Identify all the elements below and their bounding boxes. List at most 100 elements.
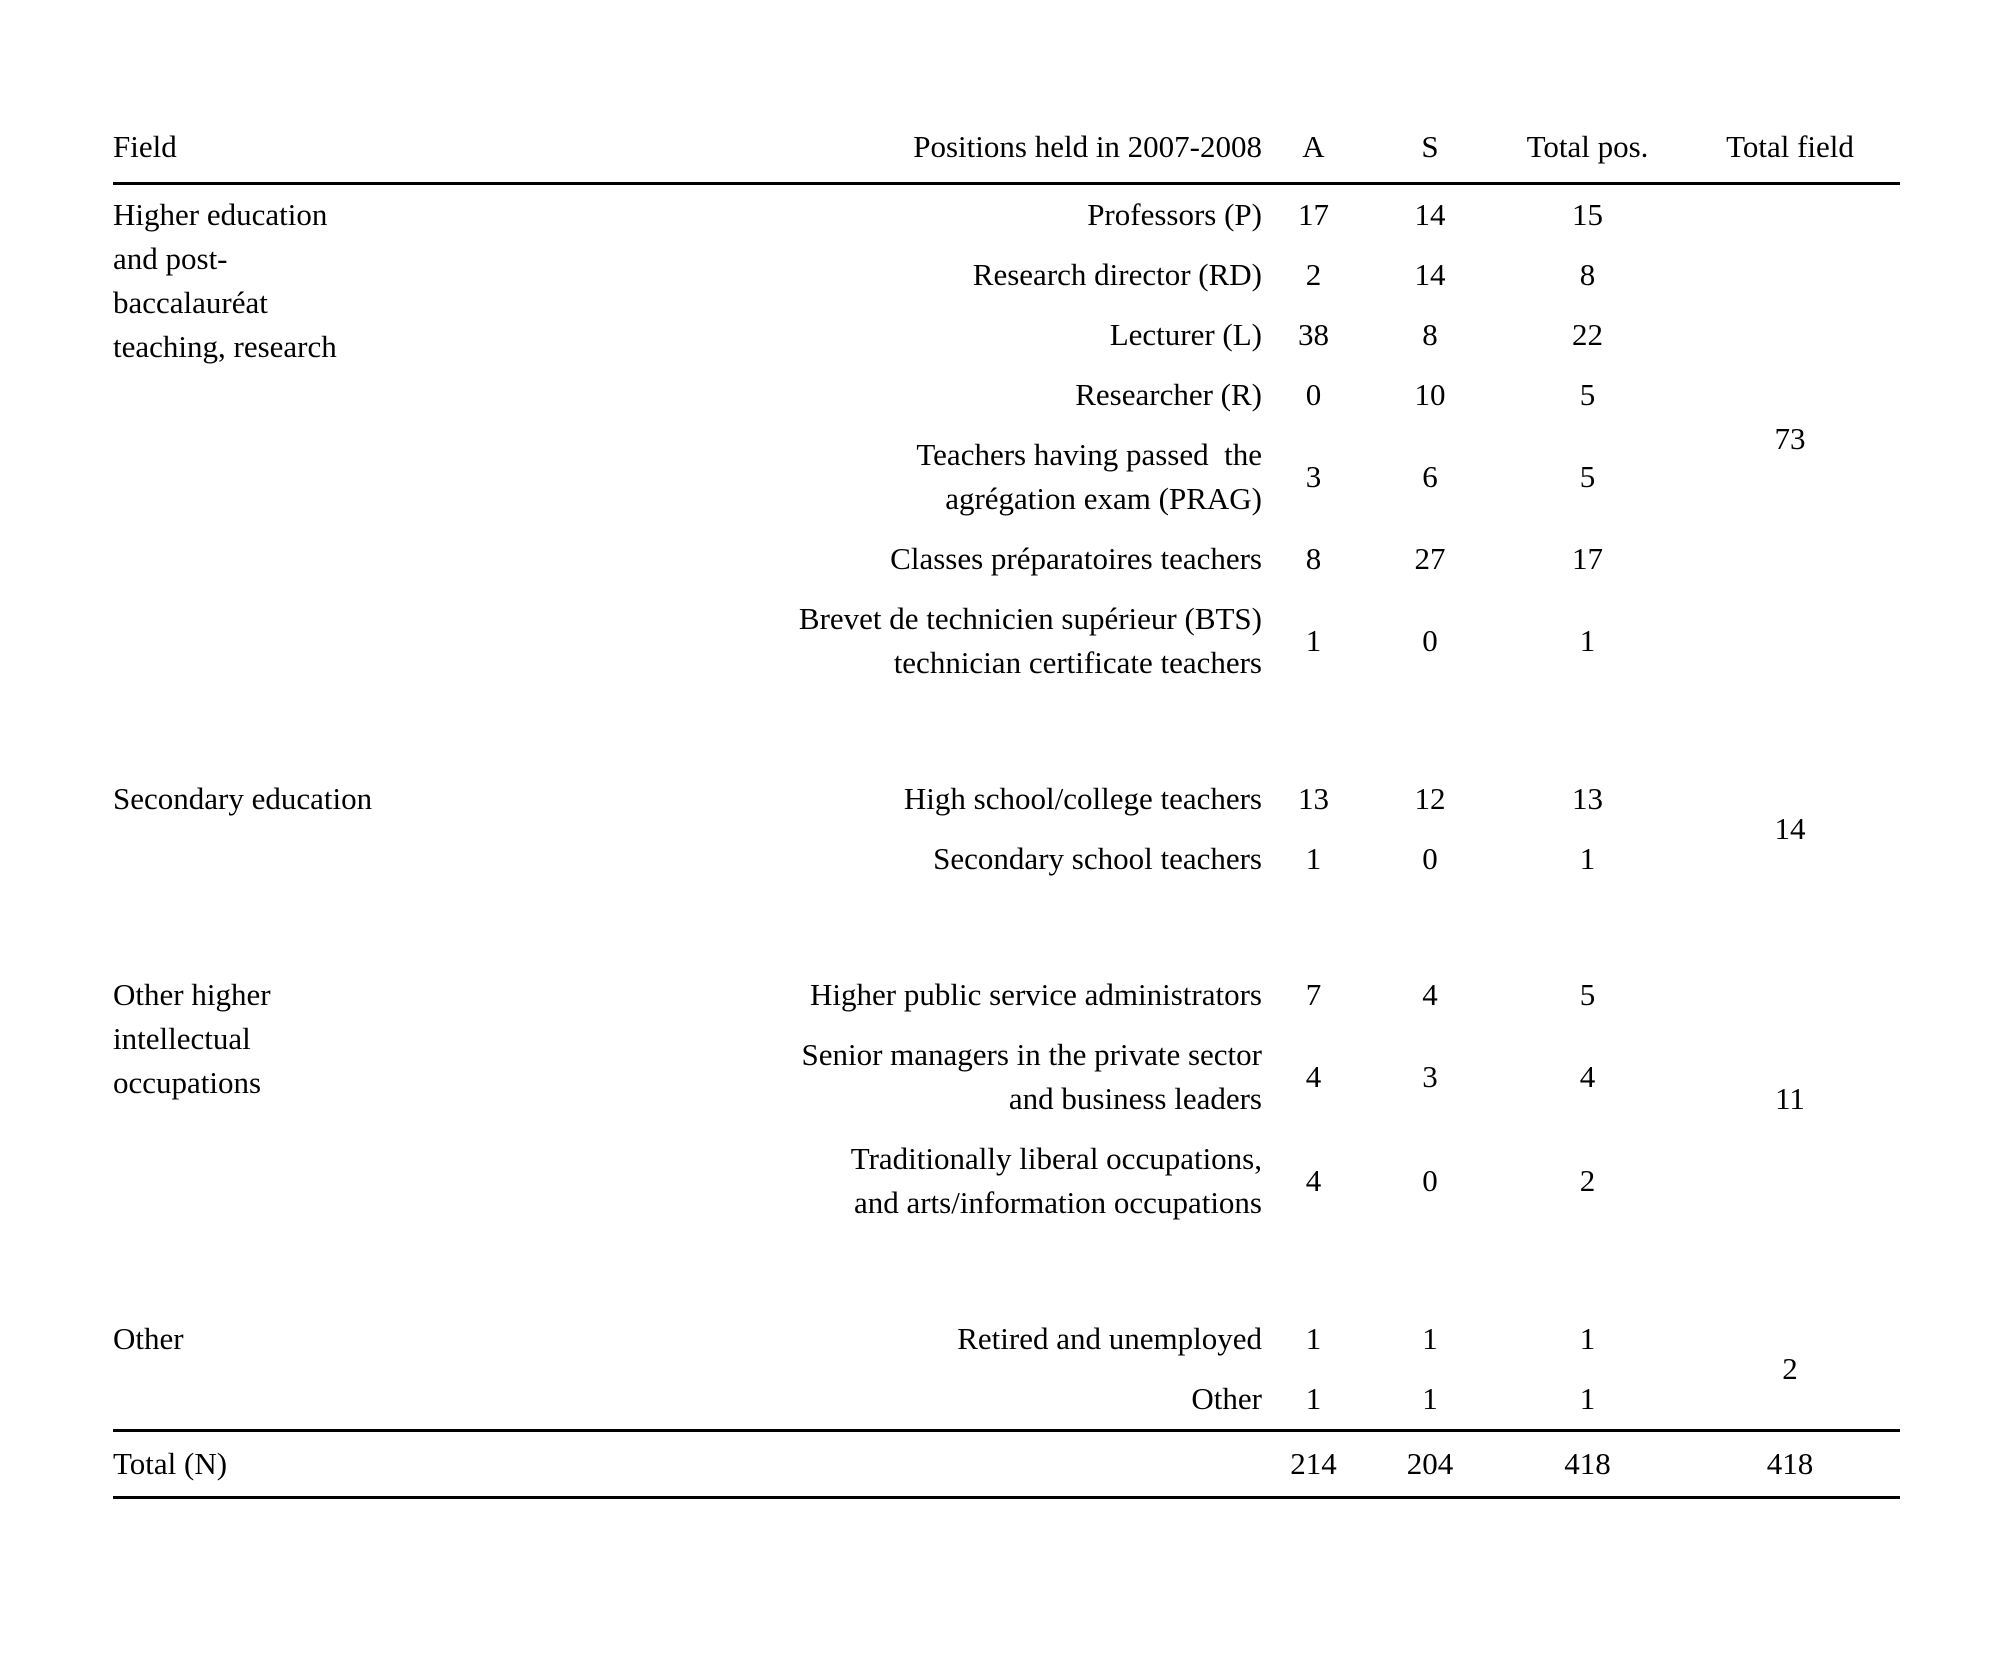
table-row: Senior managers in the private sector an…	[113, 1025, 1900, 1129]
s-value-cell: 14	[1414, 257, 1446, 292]
position-cell: Secondary school teachers	[933, 841, 1262, 876]
s-value-cell: 3	[1422, 1059, 1438, 1094]
header-total-field: Total field	[1680, 113, 1900, 185]
header-total-pos: Total pos.	[1495, 113, 1680, 185]
position-cell: Research director (RD)	[972, 257, 1262, 292]
total-total-field: 418	[1680, 1429, 1900, 1499]
header-positions: Positions held in 2007-2008	[540, 113, 1262, 185]
position-cell: Retired and unemployed	[957, 1321, 1262, 1356]
table-row: Brevet de technicien supérieur (BTS) tec…	[113, 589, 1900, 693]
s-value-cell: 12	[1414, 781, 1446, 816]
position-cell: High school/college teachers	[903, 781, 1262, 816]
total-pos-value-cell: 4	[1579, 1059, 1596, 1094]
position-cell: Traditionally liberal occupations, and a…	[850, 1141, 1262, 1220]
occupations-table: Field Positions held in 2007-2008 A S To…	[113, 113, 1900, 1499]
group-spacer-cell	[113, 1233, 1900, 1309]
a-value-cell: 1	[1305, 841, 1322, 876]
total-pos-value-cell: 17	[1572, 541, 1603, 576]
group-spacer	[113, 889, 1900, 965]
total-field-value-cell: 73	[1774, 421, 1806, 456]
table-header: Field Positions held in 2007-2008 A S To…	[113, 113, 1900, 185]
a-value-cell: 1	[1305, 623, 1322, 658]
a-value-cell: 7	[1305, 977, 1322, 1012]
field-cell: Other	[113, 1321, 184, 1356]
table-header-row: Field Positions held in 2007-2008 A S To…	[113, 113, 1900, 185]
total-pos-value-cell: 22	[1572, 317, 1603, 352]
s-value-cell: 8	[1422, 317, 1438, 352]
table-body: Higher education and post- baccalauréat …	[113, 184, 1900, 1431]
s-value-cell: 4	[1422, 977, 1438, 1012]
position-cell: Senior managers in the private sector an…	[801, 1037, 1262, 1116]
group-spacer	[113, 693, 1900, 769]
total-field-value-cell: 14	[1774, 811, 1806, 846]
field-cell: Higher education and post- baccalauréat …	[113, 197, 337, 364]
total-pos-value-cell: 5	[1579, 377, 1596, 412]
total-field-value-cell: 11	[1775, 1081, 1805, 1116]
total-pos-value-cell: 5	[1579, 977, 1596, 1012]
total-total-pos: 418	[1495, 1429, 1680, 1499]
a-value-cell: 0	[1305, 377, 1322, 412]
header-a: A	[1262, 113, 1365, 185]
position-cell: Professors (P)	[1087, 197, 1262, 232]
table-row: Researcher (R) 0 10 5	[113, 365, 1900, 425]
s-value-cell: 27	[1414, 541, 1446, 576]
position-cell: Classes préparatoires teachers	[890, 541, 1262, 576]
a-value-cell: 38	[1298, 317, 1329, 352]
table-row: Other Retired and unemployed 1 1 1 2	[113, 1309, 1900, 1386]
position-cell: Brevet de technicien supérieur (BTS) tec…	[798, 601, 1262, 680]
total-pos-value-cell: 1	[1579, 1381, 1596, 1416]
a-value-cell: 2	[1305, 257, 1322, 292]
total-pos-value-cell: 13	[1572, 781, 1603, 816]
a-value-cell: 13	[1298, 781, 1329, 816]
position-cell: Researcher (R)	[1075, 377, 1262, 412]
total-field-value-cell: 2	[1782, 1351, 1798, 1386]
total-pos-value-cell: 1	[1579, 623, 1596, 658]
a-value-cell: 1	[1305, 1321, 1322, 1356]
s-value-cell: 1	[1422, 1381, 1438, 1416]
s-value-cell: 6	[1422, 459, 1438, 494]
total-row: Total (N) 214 204 418 418	[113, 1429, 1900, 1499]
table-row: Teachers having passed the agrégation ex…	[113, 425, 1900, 529]
group-spacer-cell	[113, 693, 1900, 769]
field-cell: Other higher intellectual occupations	[113, 977, 271, 1100]
total-pos-value-cell: 5	[1579, 459, 1596, 494]
total-pos-value-cell: 8	[1579, 257, 1596, 292]
total-pos-value-cell: 2	[1579, 1163, 1596, 1198]
position-cell: Teachers having passed the agrégation ex…	[916, 437, 1262, 516]
total-pos-value-cell: 15	[1572, 197, 1603, 232]
total-a: 214	[1262, 1429, 1365, 1499]
a-value-cell: 17	[1298, 197, 1329, 232]
field-cell: Secondary education	[113, 781, 373, 816]
table-row: Secondary school teachers 1 0 1	[113, 829, 1900, 889]
total-label: Total (N)	[113, 1429, 1262, 1499]
total-pos-value-cell: 1	[1579, 1321, 1596, 1356]
table-row: Higher education and post- baccalauréat …	[113, 184, 1900, 456]
position-cell: Lecturer (L)	[1109, 317, 1262, 352]
table-row: Research director (RD) 2 14 8	[113, 245, 1900, 305]
a-value-cell: 1	[1305, 1381, 1322, 1416]
s-value-cell: 14	[1414, 197, 1446, 232]
total-s: 204	[1365, 1429, 1495, 1499]
table-row: Secondary education High school/college t…	[113, 769, 1900, 846]
header-field: Field	[113, 113, 540, 185]
a-value-cell: 4	[1305, 1059, 1322, 1094]
table-row: Classes préparatoires teachers 8 27 17	[113, 529, 1900, 589]
group-spacer-cell	[113, 889, 1900, 965]
table-row: Traditionally liberal occupations, and a…	[113, 1129, 1900, 1233]
a-value-cell: 8	[1305, 541, 1322, 576]
table-row: Lecturer (L) 38 8 22	[113, 305, 1900, 365]
a-value-cell: 3	[1305, 459, 1322, 494]
position-cell: Other	[1191, 1381, 1262, 1416]
group-spacer	[113, 1233, 1900, 1309]
occupations-table-container: Field Positions held in 2007-2008 A S To…	[113, 113, 1900, 1499]
table-footer: Total (N) 214 204 418 418	[113, 1429, 1900, 1499]
s-value-cell: 0	[1422, 623, 1438, 658]
table-row: Other 1 1 1	[113, 1369, 1900, 1431]
total-pos-value-cell: 1	[1579, 841, 1596, 876]
s-value-cell: 0	[1422, 841, 1438, 876]
table-row: Other higher intellectual occupations Hig…	[113, 965, 1900, 1116]
s-value-cell: 0	[1422, 1163, 1438, 1198]
s-value-cell: 1	[1422, 1321, 1438, 1356]
s-value-cell: 10	[1414, 377, 1446, 412]
